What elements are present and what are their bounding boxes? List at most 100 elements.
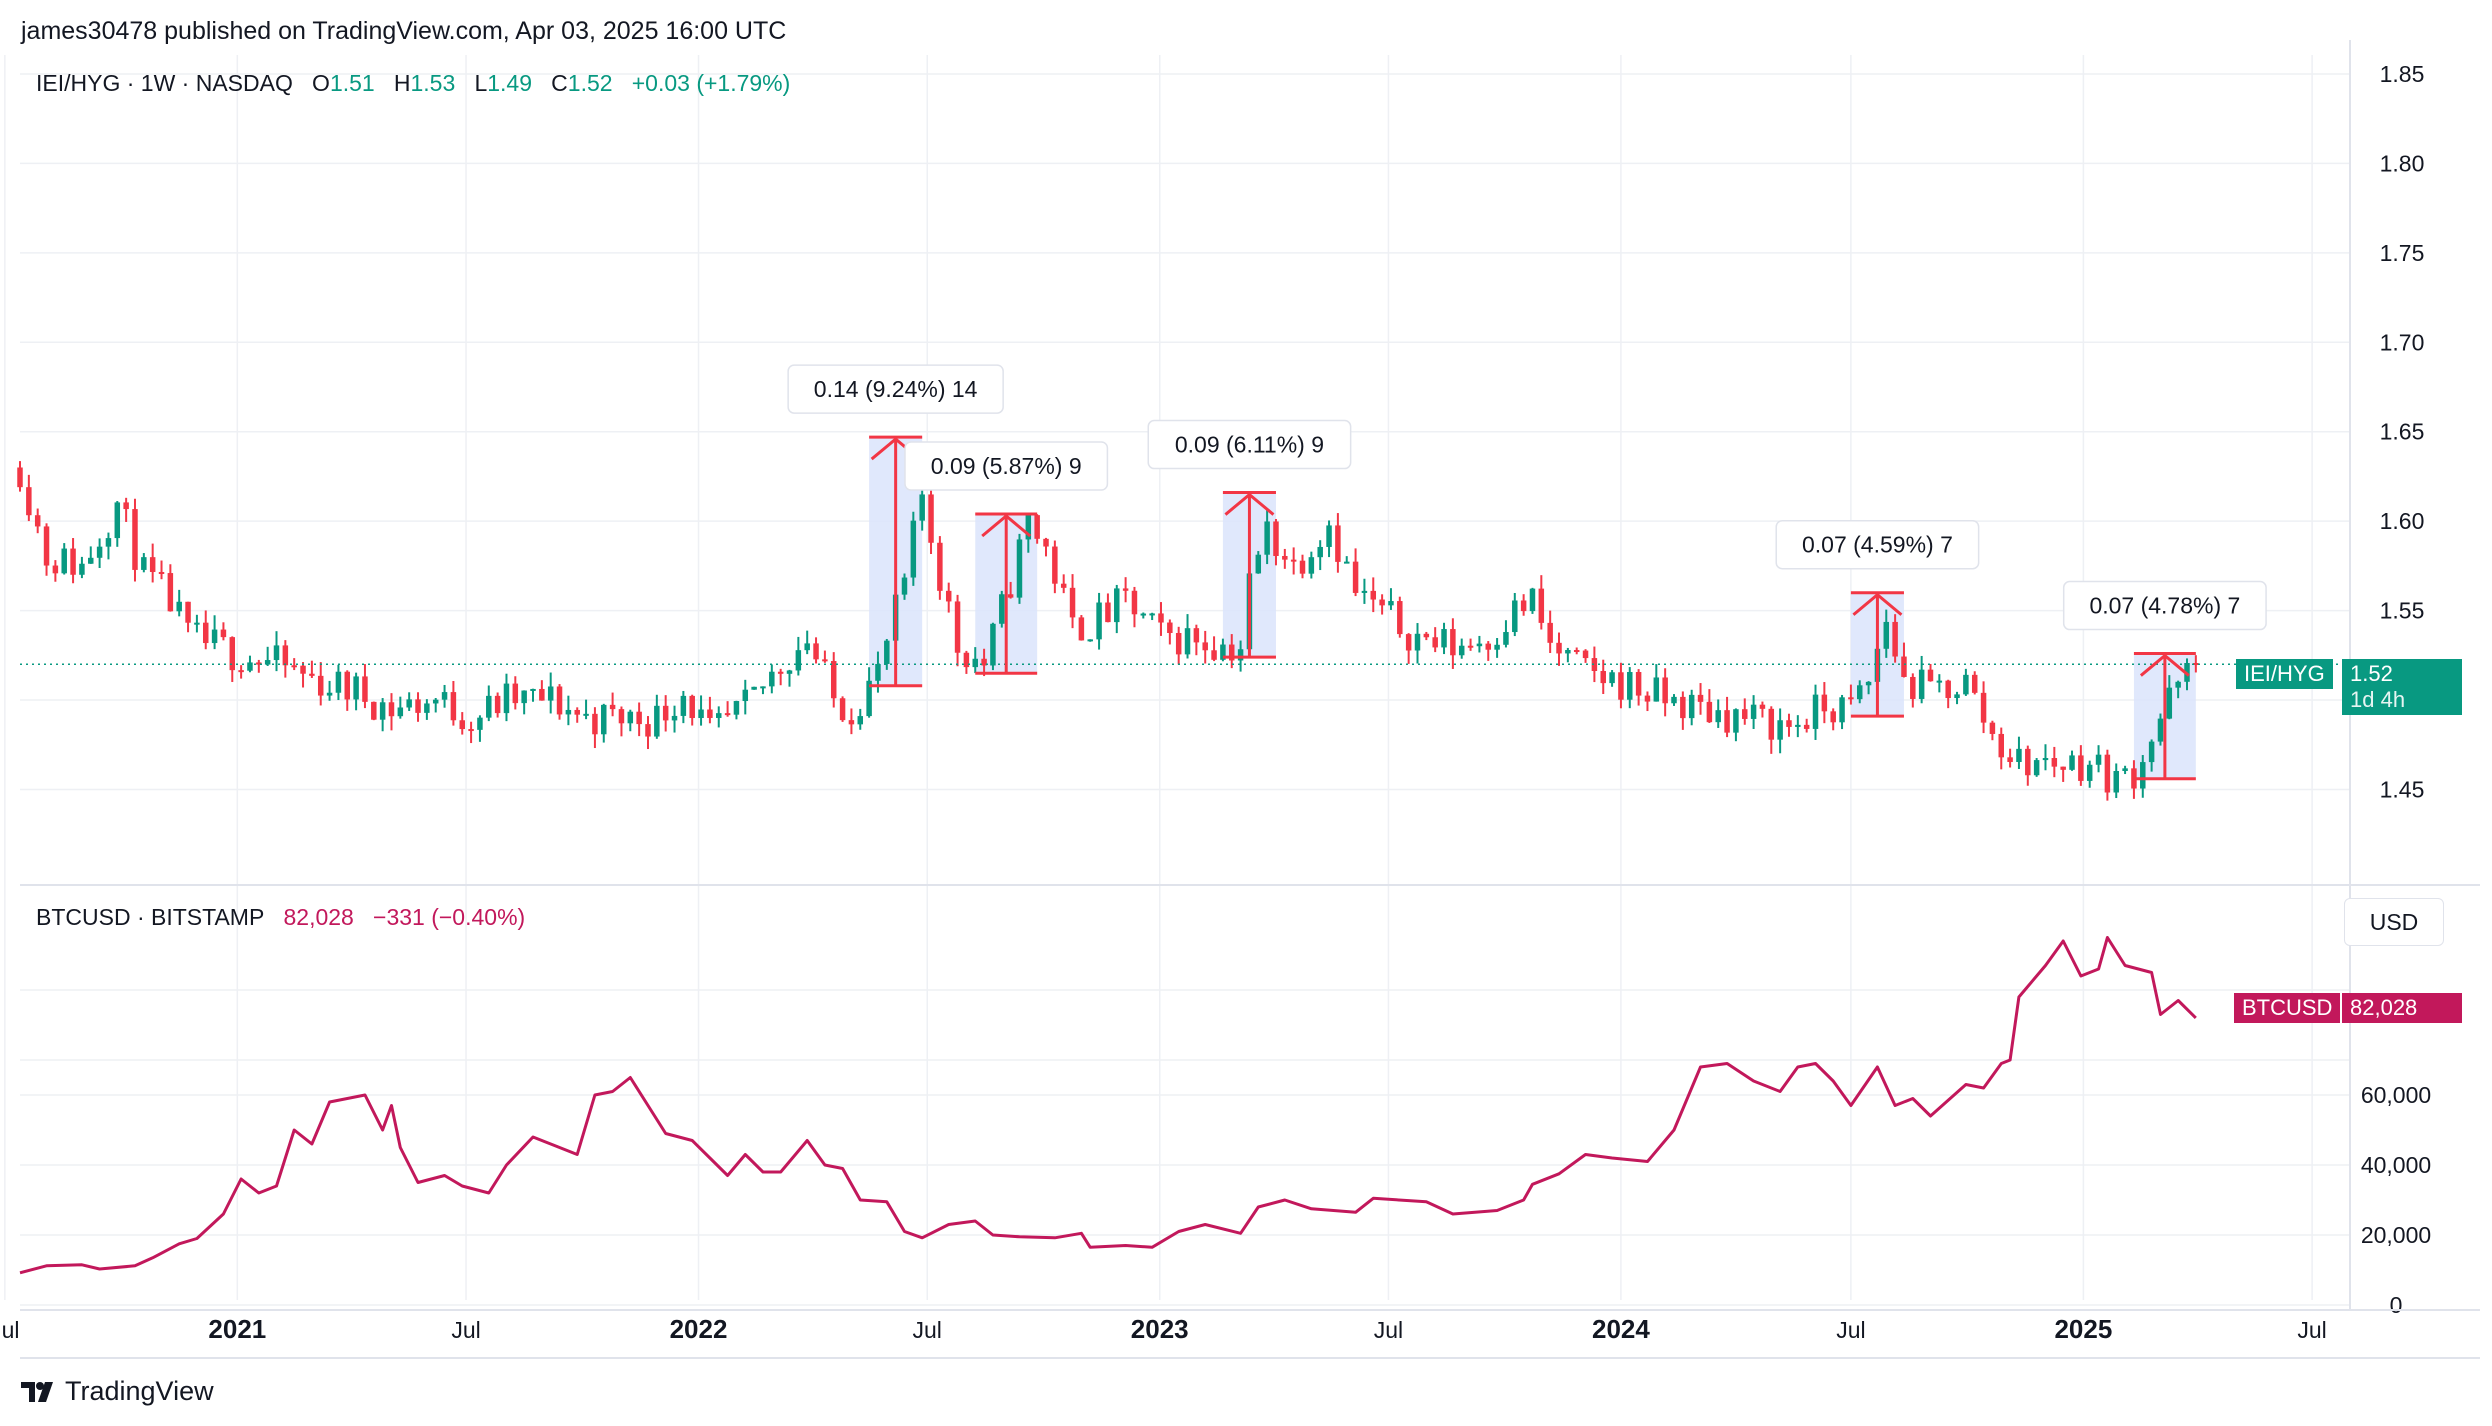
open-value: 1.51 <box>329 70 375 96</box>
lower-y-tick-label: 0 <box>2390 1292 2403 1318</box>
candle-body <box>486 695 492 718</box>
candle-body <box>2193 663 2199 666</box>
candle-body <box>176 601 182 612</box>
candle-body <box>379 702 386 720</box>
candle-body <box>141 557 147 570</box>
candle-body <box>910 520 917 578</box>
candle-body <box>777 671 784 674</box>
candle-body <box>618 709 625 724</box>
candle-body <box>813 643 819 660</box>
candle-body <box>1308 557 1315 574</box>
publish-header: james30478 published on TradingView.com,… <box>21 17 787 45</box>
candle-body <box>1795 724 1801 727</box>
measure-arrow-head <box>981 514 1032 538</box>
candle-body <box>1600 670 1606 684</box>
candle-body <box>804 643 810 651</box>
candle-body <box>901 577 908 595</box>
candle-body <box>2069 755 2075 770</box>
candle-body <box>317 675 324 696</box>
candle-body <box>1485 643 1491 650</box>
candle-body <box>415 699 421 713</box>
candle-body <box>1945 680 1951 699</box>
candle-body <box>1414 633 1421 651</box>
candle-body <box>1043 538 1049 547</box>
upper-y-tick-label: 1.75 <box>2380 240 2425 266</box>
candle-body <box>1980 692 1987 723</box>
axes: 1.851.801.751.701.651.601.551.501.4560,0… <box>0 40 2480 1359</box>
iei-countdown: 1d 4h <box>2350 687 2406 712</box>
candle-body <box>1529 588 1536 612</box>
candle-body <box>1273 521 1279 556</box>
candle-body <box>1715 710 1721 723</box>
candle-body <box>1220 644 1226 660</box>
candle-body <box>1556 642 1562 654</box>
candle-body <box>1096 602 1102 640</box>
candle-body <box>981 658 987 666</box>
candle-body <box>990 623 996 666</box>
upper-legend: IEI/HYG · 1W · NASDAQ O1.51 H1.53 L1.49 … <box>36 70 790 97</box>
candle-body <box>636 711 642 725</box>
candle-body <box>1582 650 1589 659</box>
candle-body <box>43 526 50 566</box>
candle-body <box>1503 632 1509 645</box>
candle-body <box>2166 687 2173 719</box>
candle-body <box>954 601 961 653</box>
candle-body <box>2007 757 2013 762</box>
candle-body <box>450 692 457 721</box>
measure-callout-box <box>1775 519 1980 570</box>
candle-body <box>1883 621 1890 649</box>
candle-body <box>34 515 41 527</box>
upper-legend-symbol[interactable]: IEI/HYG · 1W · NASDAQ <box>36 70 293 96</box>
tradingview-logo[interactable]: TradingView <box>21 1376 214 1407</box>
candle-body <box>114 502 121 539</box>
candle-body <box>1423 633 1430 638</box>
btc-change-value: −331 (−0.40%) <box>373 904 526 930</box>
candle-body <box>707 709 713 718</box>
candle-body <box>724 713 731 716</box>
candle-body <box>1936 680 1943 683</box>
candle-body <box>742 689 749 702</box>
candle-body <box>229 637 236 671</box>
candle-body <box>1512 600 1518 633</box>
currency-button[interactable]: USD <box>2344 898 2444 946</box>
candle-body <box>1494 644 1500 650</box>
candle-body <box>999 594 1005 624</box>
candle-body <box>1671 696 1677 704</box>
candle-body <box>326 692 333 696</box>
candle-body <box>963 652 970 668</box>
candle-body <box>716 713 722 718</box>
x-tick-label: 2023 <box>1131 1314 1189 1344</box>
candle-body <box>468 729 474 732</box>
candle-body <box>2086 764 2093 781</box>
candle-body <box>1016 539 1023 598</box>
candle-body <box>273 645 280 661</box>
candle-body <box>238 670 244 673</box>
candle-body <box>1777 720 1783 740</box>
candle-body <box>247 662 253 671</box>
high-label: H <box>393 70 411 96</box>
candle-body <box>17 467 23 488</box>
measure-callout-label: 0.07 (4.59%) 7 <box>1802 532 1953 558</box>
candle-body <box>848 720 855 725</box>
measure-arrow-head <box>1224 492 1275 516</box>
candle-body <box>565 709 572 715</box>
candle-body <box>1060 583 1067 588</box>
candle-body <box>2033 760 2040 776</box>
candle-body <box>70 548 76 575</box>
candle-body <box>459 720 465 730</box>
x-tick-label: 2022 <box>670 1314 728 1344</box>
candle-body <box>733 701 740 715</box>
candle-body <box>149 557 156 572</box>
candle-body <box>1901 656 1907 677</box>
candle-body <box>1184 628 1191 655</box>
candle-body <box>105 538 112 547</box>
candle-body <box>203 622 209 644</box>
candle-body <box>2016 748 2022 762</box>
lower-legend-symbol[interactable]: BTCUSD · BITSTAMP <box>36 904 265 930</box>
candle-body <box>1149 613 1155 616</box>
candle-body <box>344 671 351 700</box>
measure-callout-label: 0.14 (9.24%) 14 <box>814 376 978 402</box>
candle-body <box>662 705 669 721</box>
candle-body <box>26 487 32 516</box>
